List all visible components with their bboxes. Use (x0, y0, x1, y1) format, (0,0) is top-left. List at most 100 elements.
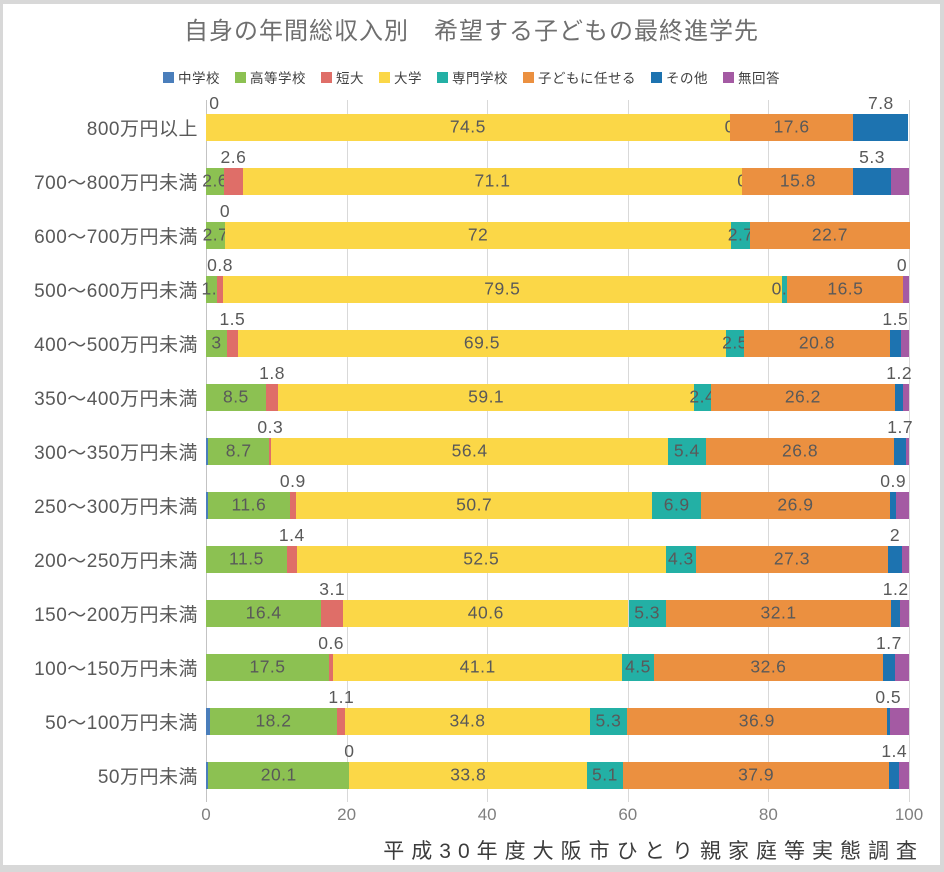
legend-item-label: 専門学校 (452, 71, 508, 86)
bar-segment (206, 329, 228, 357)
bar-row: 50万円未満 20.1 0 33.8 5.1 37.9 1.4 (3, 741, 940, 802)
bar-segment (853, 167, 891, 195)
value-label: 3.1 (319, 579, 346, 599)
value-label: 4.5 (625, 656, 651, 677)
value-label: 8.7 (225, 440, 252, 461)
legend-item-label: 短大 (336, 71, 364, 86)
legend-swatch-icon (523, 71, 534, 83)
bar-segment (237, 329, 727, 357)
bar-segment (329, 653, 334, 681)
bar-segment (894, 437, 907, 465)
legend: 中学校 高等学校 短大 大学 専門学校 子どもに任せる その他 無回答 (3, 67, 940, 87)
value-label: 1.2 (882, 579, 909, 599)
value-label: 32.1 (760, 602, 797, 623)
legend-swatch-icon (321, 71, 332, 83)
legend-swatch-icon (379, 71, 390, 83)
bar-segment (289, 491, 296, 519)
bar-segment (890, 707, 909, 735)
chart-rows: 800万円以上0074.5017.67.8700～800万円未満2.62.671… (3, 93, 940, 802)
legend-item: 短大 (321, 67, 364, 87)
value-label: 5.3 (595, 710, 622, 731)
bar-segment (206, 761, 209, 789)
bar-segment (222, 275, 782, 303)
bar-segment (742, 167, 854, 195)
bar-segment (700, 491, 890, 519)
bar-track: 17.5 0.6 41.1 4.5 32.6 1.7 (206, 633, 909, 694)
value-label: 0.6 (318, 633, 345, 653)
bar-row: 600～700万円未満 2.7 0 72 2.7 22.7 (3, 201, 940, 262)
bar-track: 3 1.5 69.5 2.5 20.8 1.5 (206, 309, 909, 370)
value-label: 2 (889, 525, 901, 545)
legend-item: その他 (651, 67, 708, 87)
bar-segment (886, 707, 890, 735)
bar-track: 16.4 3.1 40.6 5.3 32.1 1.2 (206, 579, 909, 640)
bar-segment (729, 113, 854, 141)
value-label: 0 (725, 117, 735, 138)
bar-segment (693, 383, 711, 411)
bar-segment (206, 653, 330, 681)
bar-row: 250～300万円未満 11.6 0.9 50.7 6.9 26.9 0.9 (3, 471, 940, 532)
value-label: 20.1 (260, 764, 297, 785)
bar-row: 500～600万円未満 1.6 0.8 79.5 0.8 16.5 0 (3, 255, 940, 316)
bar-row: 350～400万円未満 8.5 1.8 59.1 2.4 26.2 1.2 (3, 363, 940, 424)
bar-row: 150～200万円未満 16.4 3.1 40.6 5.3 32.1 1.2 (3, 579, 940, 640)
bar-segment (731, 221, 751, 249)
value-label: 41.1 (459, 656, 496, 677)
bar-segment (750, 221, 910, 249)
bar-segment (894, 383, 904, 411)
value-label: 26.8 (782, 440, 819, 461)
bar-segment (208, 761, 350, 789)
source-caption: 平成30年度大阪市ひとり親家庭等実態調査 (383, 840, 924, 863)
bar-track: 2.6 2.6 71.1 0 15.8 5.3 (202, 147, 909, 208)
bar-segment (665, 545, 696, 573)
value-label: 2.5 (722, 332, 748, 353)
value-label: 5.3 (859, 147, 885, 167)
value-label: 72 (467, 224, 489, 245)
value-label: 1.7 (876, 633, 902, 653)
value-label: 26.2 (784, 386, 821, 407)
bar-segment (206, 545, 287, 573)
value-label: 5.3 (634, 602, 661, 623)
value-label: 50.7 (456, 494, 493, 515)
bar-row: 50～100万円未満 18.2 1.1 34.8 5.3 36.9 0.5 (3, 687, 940, 748)
bar-track: 8.7 0.3 56.4 5.4 26.8 1.7 (206, 417, 913, 478)
value-label: 1.7 (887, 417, 914, 437)
bar-segment (890, 329, 901, 357)
bar-segment (321, 599, 344, 627)
bar-segment (271, 437, 668, 465)
bar-segment (206, 275, 218, 303)
value-label: 20.8 (798, 332, 835, 353)
value-label: 0.8 (207, 255, 233, 275)
bar-segment (269, 437, 272, 465)
bar-segment (628, 599, 666, 627)
legend-swatch-icon (235, 71, 246, 83)
value-label: 27.3 (773, 548, 810, 569)
category-label: 250～300万円未満 (34, 496, 198, 518)
bar-segment (890, 491, 897, 519)
value-label: 2.6 (220, 147, 247, 167)
bar-segment (242, 167, 743, 195)
value-label: 2.6 (202, 170, 229, 191)
value-label: 36.9 (738, 710, 775, 731)
bar-segment (589, 707, 628, 735)
legend-item-label: 中学校 (178, 71, 220, 86)
bar-segment (206, 221, 225, 249)
bar-segment (217, 275, 223, 303)
bar-segment (208, 491, 290, 519)
value-label: 2.7 (727, 224, 754, 245)
bar-segment (206, 113, 730, 141)
bar-segment (705, 437, 895, 465)
bar-segment (224, 167, 243, 195)
value-label: 17.5 (249, 656, 286, 677)
legend-item: 無回答 (723, 67, 780, 87)
bar-segment (743, 329, 890, 357)
value-label: 0 (737, 171, 747, 192)
value-label: 1.5 (219, 309, 246, 329)
category-label: 150～200万円未満 (34, 604, 198, 626)
bar-segment (349, 761, 588, 789)
bar-segment (894, 653, 909, 681)
bar-segment (899, 761, 909, 789)
bar-track: 11.6 0.9 50.7 6.9 26.9 0.9 (206, 471, 909, 532)
category-label: 350～400万円未満 (34, 388, 198, 410)
value-label: 8.5 (222, 386, 249, 407)
